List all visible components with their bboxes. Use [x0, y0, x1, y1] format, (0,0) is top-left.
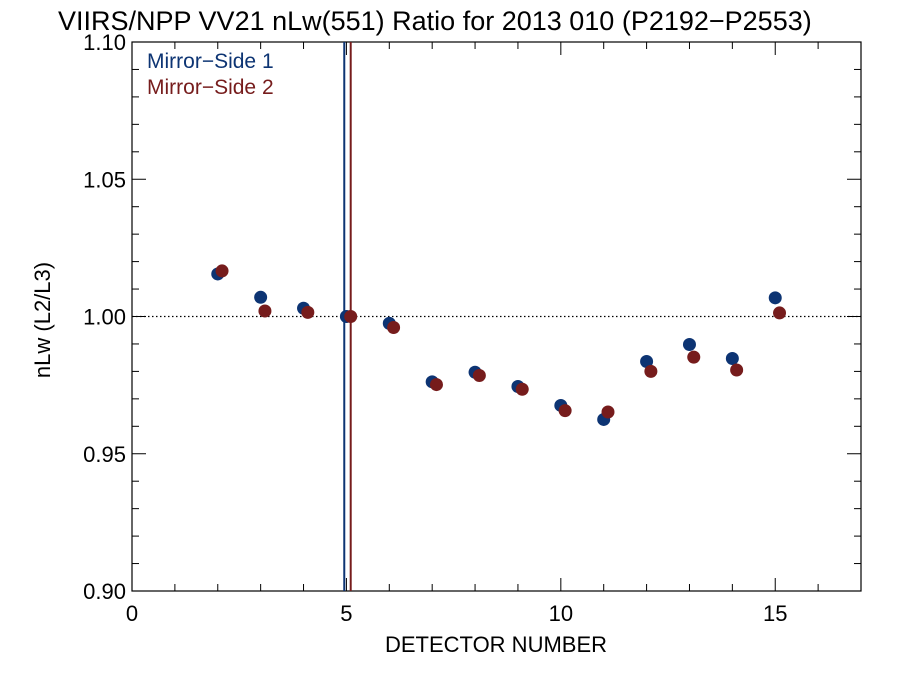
y-tick-label: 0.90 — [83, 579, 126, 604]
x-axis-label: DETECTOR NUMBER — [385, 632, 607, 657]
y-tick-label: 0.95 — [83, 442, 126, 467]
mirror-side-2-point — [773, 306, 787, 320]
mirror-side-2-point — [301, 305, 315, 319]
mirror-side-2-point — [601, 405, 615, 419]
mirror-side-2-point — [730, 363, 744, 377]
x-tick-label: 15 — [763, 601, 787, 626]
y-axis-label: nLw (L2/L3) — [30, 262, 55, 378]
y-tick-label: 1.05 — [83, 167, 126, 192]
mirror-side-2-point — [215, 264, 229, 278]
mirror-side-1-point — [725, 351, 739, 365]
chart-title: VIIRS/NPP VV21 nLw(551) Ratio for 2013 0… — [58, 6, 812, 36]
mirror-side-2-point — [429, 378, 443, 392]
y-tick-label: 1.00 — [83, 305, 126, 330]
y-tick-label: 1.10 — [83, 30, 126, 55]
legend-entry-1: Mirror−Side 1 — [147, 50, 274, 73]
mirror-side-2-point — [644, 364, 658, 378]
legend: Mirror−Side 1 Mirror−Side 2 — [147, 50, 274, 99]
mirror-side-2-point — [687, 350, 701, 364]
mirror-side-1-point — [682, 337, 696, 351]
mirror-side-2-point — [387, 320, 401, 334]
legend-entry-2: Mirror−Side 2 — [147, 76, 274, 99]
x-tick-label: 10 — [549, 601, 573, 626]
plot-area — [131, 41, 862, 592]
mirror-side-1-point — [640, 355, 654, 369]
mirror-side-1-point — [768, 291, 782, 305]
x-tick-label: 0 — [126, 601, 138, 626]
mirror-side-2-point — [558, 404, 572, 418]
mirror-side-2-point — [472, 369, 486, 383]
mirror-side-2-point — [258, 304, 272, 318]
mirror-side-2-point — [515, 382, 529, 396]
x-tick-label: 5 — [340, 601, 352, 626]
mirror-side-1-point — [254, 290, 268, 304]
mirror-side-2-point — [344, 310, 358, 323]
